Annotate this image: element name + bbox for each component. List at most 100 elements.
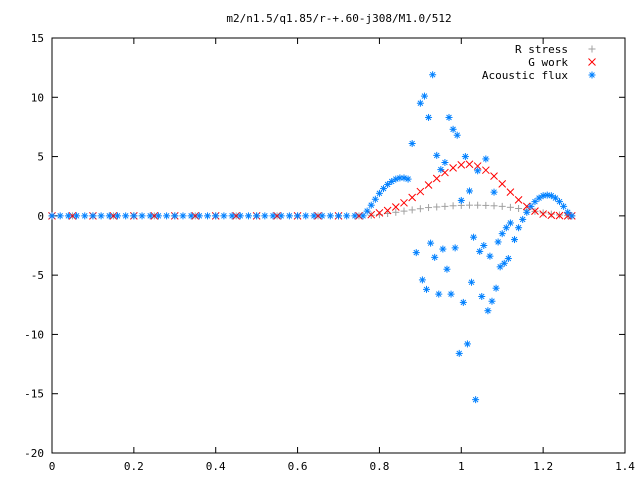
y-tick-label: 15	[31, 32, 44, 45]
data-point	[482, 201, 490, 209]
data-point	[474, 167, 482, 175]
data-point	[318, 212, 326, 220]
data-point	[463, 340, 471, 348]
data-point	[422, 285, 430, 293]
data-point	[506, 219, 514, 227]
x-tick-label: 1.2	[533, 460, 553, 473]
data-point	[547, 211, 556, 220]
data-point	[73, 212, 81, 220]
data-point	[138, 212, 146, 220]
data-point	[486, 252, 494, 260]
data-point	[367, 201, 375, 209]
data-point	[451, 244, 459, 252]
data-point	[244, 212, 252, 220]
data-point	[568, 212, 576, 220]
data-point	[441, 168, 449, 177]
data-point	[220, 212, 228, 220]
data-point	[383, 206, 392, 215]
data-point	[122, 212, 130, 220]
data-point	[380, 185, 388, 193]
data-point	[445, 113, 453, 121]
data-point	[502, 224, 510, 232]
x-tick-label: 0	[49, 460, 56, 473]
series-layer	[48, 71, 576, 404]
data-point	[449, 202, 457, 210]
data-point	[490, 172, 498, 180]
data-point	[465, 201, 473, 209]
data-point	[465, 187, 473, 195]
x-tick-label: 0.6	[288, 460, 308, 473]
data-point	[431, 253, 439, 261]
data-point	[302, 212, 310, 220]
data-point	[453, 131, 461, 139]
data-point	[392, 208, 400, 216]
data-point	[343, 212, 351, 220]
data-point	[437, 166, 445, 174]
data-point	[523, 208, 531, 216]
data-point	[391, 203, 400, 211]
data-point	[560, 202, 568, 210]
data-point	[461, 153, 469, 161]
data-point	[171, 212, 179, 220]
data-point	[482, 155, 490, 163]
data-point	[375, 209, 384, 217]
data-point	[427, 239, 435, 247]
data-point	[480, 242, 488, 249]
data-point	[253, 212, 261, 220]
legend-marker	[588, 58, 596, 66]
data-point	[457, 196, 465, 204]
y-tick-label: 5	[37, 151, 44, 164]
data-point	[179, 212, 187, 220]
data-point	[408, 206, 416, 214]
data-point	[429, 71, 437, 79]
data-point	[400, 207, 408, 215]
data-point	[457, 161, 466, 169]
data-point	[506, 188, 515, 196]
data-point	[498, 202, 506, 210]
data-point	[539, 209, 547, 217]
data-point	[212, 212, 220, 220]
data-point	[484, 307, 492, 315]
data-point	[449, 125, 457, 133]
data-point	[56, 212, 64, 220]
data-point	[154, 212, 162, 220]
data-point	[424, 181, 433, 189]
data-point	[555, 211, 564, 220]
data-point	[468, 278, 476, 286]
y-tick-label: 10	[31, 91, 44, 104]
data-point	[474, 201, 482, 209]
data-point	[498, 179, 507, 188]
series-plus	[48, 201, 576, 220]
data-point	[187, 212, 195, 220]
data-point	[416, 205, 424, 213]
data-point	[163, 212, 171, 220]
y-tick-label: -15	[24, 388, 44, 401]
data-point	[48, 212, 56, 220]
data-point	[105, 212, 113, 220]
data-point	[363, 207, 371, 215]
data-point	[236, 212, 244, 220]
data-point	[543, 191, 551, 199]
data-point	[418, 276, 426, 284]
data-point	[285, 212, 293, 220]
data-point	[490, 202, 498, 210]
data-point	[498, 230, 506, 238]
y-tick-label: 0	[37, 210, 44, 223]
series-star	[48, 71, 576, 404]
data-point	[459, 298, 467, 306]
data-point	[326, 212, 334, 220]
legend-label: G work	[528, 56, 568, 69]
legend-marker	[588, 71, 596, 79]
data-point	[519, 215, 527, 223]
data-point	[481, 166, 490, 175]
data-point	[371, 195, 379, 203]
x-tick-label: 0.8	[369, 460, 389, 473]
data-point	[488, 297, 496, 305]
data-point	[359, 212, 367, 220]
data-point	[492, 284, 500, 292]
tick-labels: 0 0.2 0.4 0.6 0.8 1 1.2 1.4 15 10 5 0 -5 -10 -15 -20	[24, 32, 635, 473]
tick-marks	[51, 37, 626, 454]
legend-label: Acoustic flux	[482, 69, 568, 82]
legend-label: R stress	[515, 43, 568, 56]
